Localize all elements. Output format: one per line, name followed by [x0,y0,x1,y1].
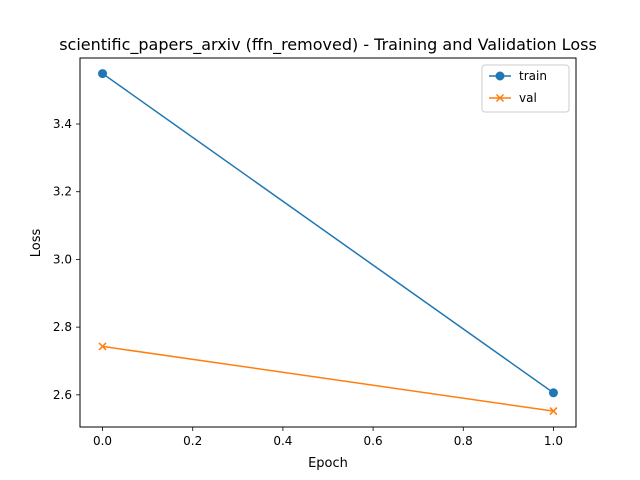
y-tick-label: 2.8 [53,320,72,334]
legend-marker-val [495,93,505,103]
y-tick-label: 2.6 [53,388,72,402]
y-axis-ticks: 2.6 2.8 3.0 3.2 3.4 [53,117,80,402]
legend: train val [481,64,570,113]
legend-entries: train val [489,69,547,105]
series-line-val [102,345,554,412]
y-tick-label: 3.0 [53,252,72,266]
data-point-val [549,407,558,416]
x-tick-label: 0.6 [364,434,383,448]
y-tick-label: 3.2 [53,185,72,199]
x-tick-label: 0.8 [454,434,473,448]
data-point-train [98,69,108,79]
chart-title: scientific_papers_arxiv (ffn_removed) - … [59,35,597,55]
data-point-train [548,388,558,398]
x-tick-label: 0.4 [273,434,292,448]
legend-label-val: val [519,91,537,105]
legend-marker-train [495,71,505,81]
x-axis-ticks: 0.0 0.2 0.4 0.6 0.8 1.0 [93,427,563,448]
data-point-val [98,342,107,351]
x-axis-label: Epoch [308,456,348,471]
x-tick-label: 0.0 [93,434,112,448]
y-axis-label: Loss [29,229,44,258]
plot-area [79,57,577,428]
x-tick-label: 1.0 [544,434,563,448]
legend-label-train: train [519,69,547,83]
x-tick-label: 0.2 [183,434,202,448]
series-layer [98,69,558,416]
plot-frame [79,57,577,428]
y-tick-label: 3.4 [53,117,72,131]
series-line-train [102,72,554,394]
